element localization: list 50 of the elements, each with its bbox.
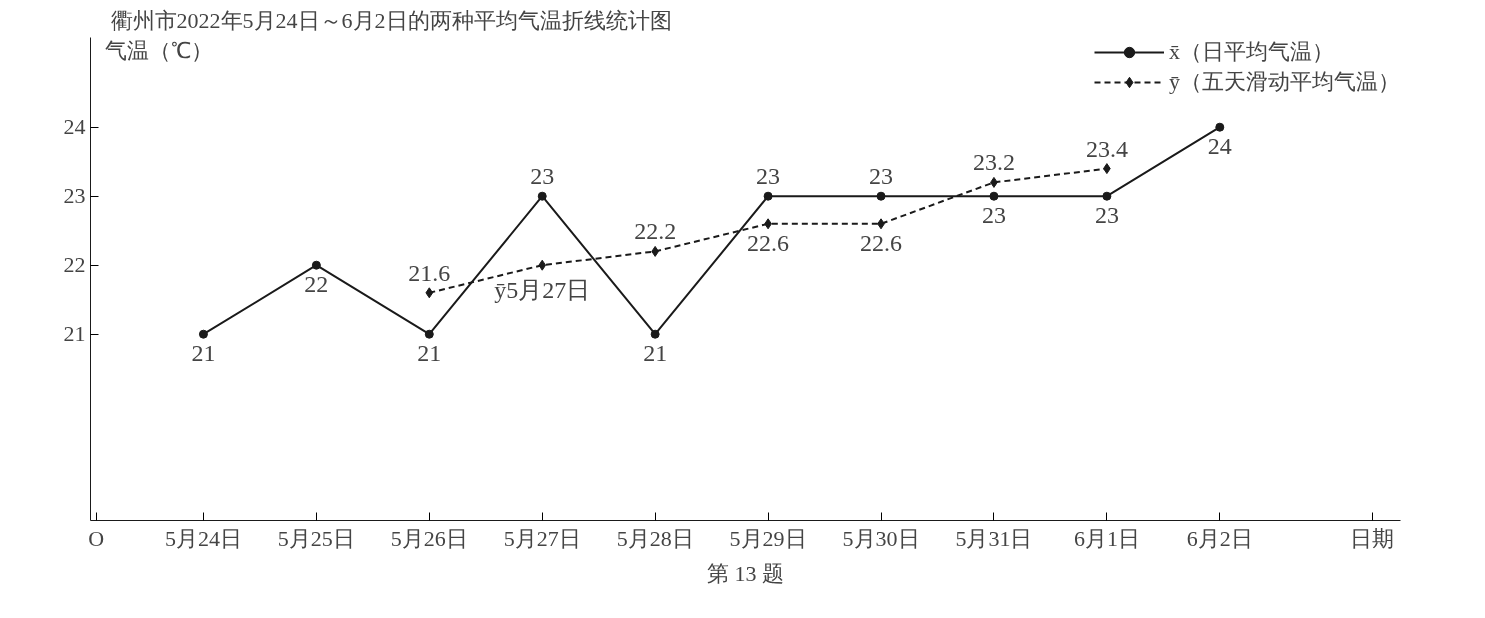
point <box>876 191 886 201</box>
y-tick-label: 21 <box>63 321 86 347</box>
point <box>1102 191 1112 201</box>
chart-title: 衢州市2022年5月24日～6月2日的两种平均气温折线统计图 <box>110 7 672 33</box>
point <box>198 329 208 339</box>
data-label: 23 <box>756 163 781 190</box>
x-tick-label: 5月24日 <box>164 525 242 551</box>
data-label: 23 <box>530 163 555 190</box>
x-tick-label: 5月31日 <box>955 525 1033 551</box>
point <box>424 329 434 339</box>
x-tick-label: 5月25日 <box>277 525 355 551</box>
point <box>989 191 999 201</box>
legend-label: x̄（日平均气温） <box>1169 38 1334 66</box>
x-tick-label: 5月30日 <box>842 525 920 551</box>
legend-label: ȳ（五天滑动平均气温） <box>1169 68 1400 96</box>
data-label: 22.6 <box>747 229 790 256</box>
data-label: 23 <box>1094 202 1119 229</box>
point <box>537 191 547 201</box>
data-label: 22.6 <box>860 229 903 256</box>
x-tick-label: 6月1日 <box>1073 525 1140 551</box>
data-label: 22.2 <box>634 218 677 245</box>
x-tick-label: 5月26日 <box>390 525 468 551</box>
data-label: 23 <box>869 163 894 190</box>
data-label: 21 <box>417 340 442 367</box>
y-tick-label: 24 <box>63 114 86 140</box>
text: O <box>88 525 105 551</box>
x-tick-label: 5月27日 <box>503 525 581 551</box>
y-tick-label: 22 <box>63 252 86 278</box>
data-label: 21.6 <box>408 259 451 286</box>
annotation: ȳ5月27日 <box>494 277 591 304</box>
data-label: 22 <box>304 271 329 298</box>
point <box>425 287 434 299</box>
point <box>538 259 547 271</box>
x-tick-label: 5月28日 <box>616 525 694 551</box>
text: 第 13 题 <box>707 560 784 586</box>
x-tick-label: 5月29日 <box>729 525 807 551</box>
point <box>1215 122 1225 132</box>
data-label: 24 <box>1207 133 1232 160</box>
x-tick-label: 6月2日 <box>1186 525 1253 551</box>
point <box>650 329 660 339</box>
data-label: 21 <box>191 340 216 367</box>
data-label: 23.2 <box>972 149 1015 176</box>
point <box>311 260 321 270</box>
data-label: 23.4 <box>1085 135 1128 162</box>
y-tick-label: 23 <box>63 183 86 209</box>
point <box>763 191 773 201</box>
data-label: 21 <box>643 340 668 367</box>
x-axis-title: 日期 <box>1350 525 1395 551</box>
y-axis-title: 气温（℃） <box>104 37 213 63</box>
data-label: 23 <box>981 202 1006 229</box>
